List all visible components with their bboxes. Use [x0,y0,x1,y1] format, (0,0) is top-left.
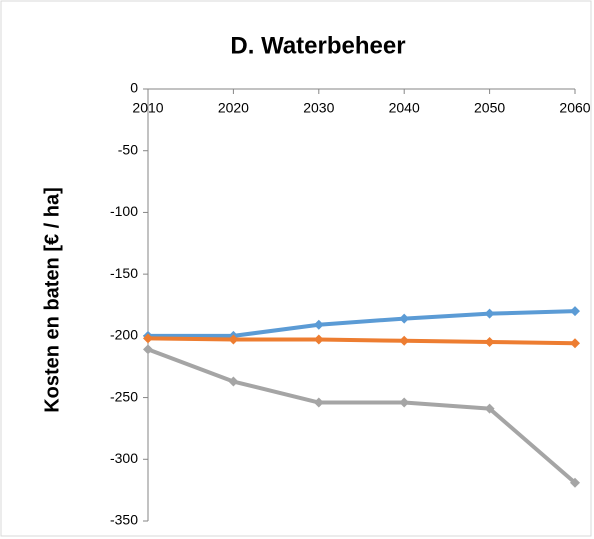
data-point [143,344,153,355]
x-tick-label: 2060 [559,100,590,116]
data-point [399,335,410,346]
x-tick-label: 2040 [389,100,420,116]
series-line [147,336,576,346]
data-point [313,397,324,408]
data-point [399,397,410,408]
data-point [228,376,239,387]
data-point [399,313,410,324]
data-point [484,337,495,348]
y-tick-label: -150 [110,265,138,281]
y-axis-label: Kosten en baten [€ / ha] [41,187,63,413]
y-tick-label: -100 [110,203,138,219]
x-tick-label: 2050 [474,100,505,116]
y-tick-label: -50 [118,141,138,157]
y-tick-label: -350 [110,512,138,528]
data-point [313,334,324,345]
y-tick-label: 0 [130,80,138,96]
data-point [228,334,239,345]
x-tick-label: 2020 [218,100,249,116]
data-point [484,403,495,414]
series-line [147,347,577,485]
data-point [143,333,153,344]
data-point [570,477,580,488]
data-point [570,338,580,349]
data-point [484,308,495,319]
y-tick-label: -300 [110,450,138,466]
x-tick-label: 2010 [132,100,163,116]
x-tick-label: 2030 [303,100,334,116]
chart-title: D. Waterbeheer [230,32,405,59]
y-tick-label: -250 [110,388,138,404]
series-line [148,309,576,338]
data-point [313,319,324,330]
data-point [570,306,580,317]
y-tick-label: -200 [110,327,138,343]
